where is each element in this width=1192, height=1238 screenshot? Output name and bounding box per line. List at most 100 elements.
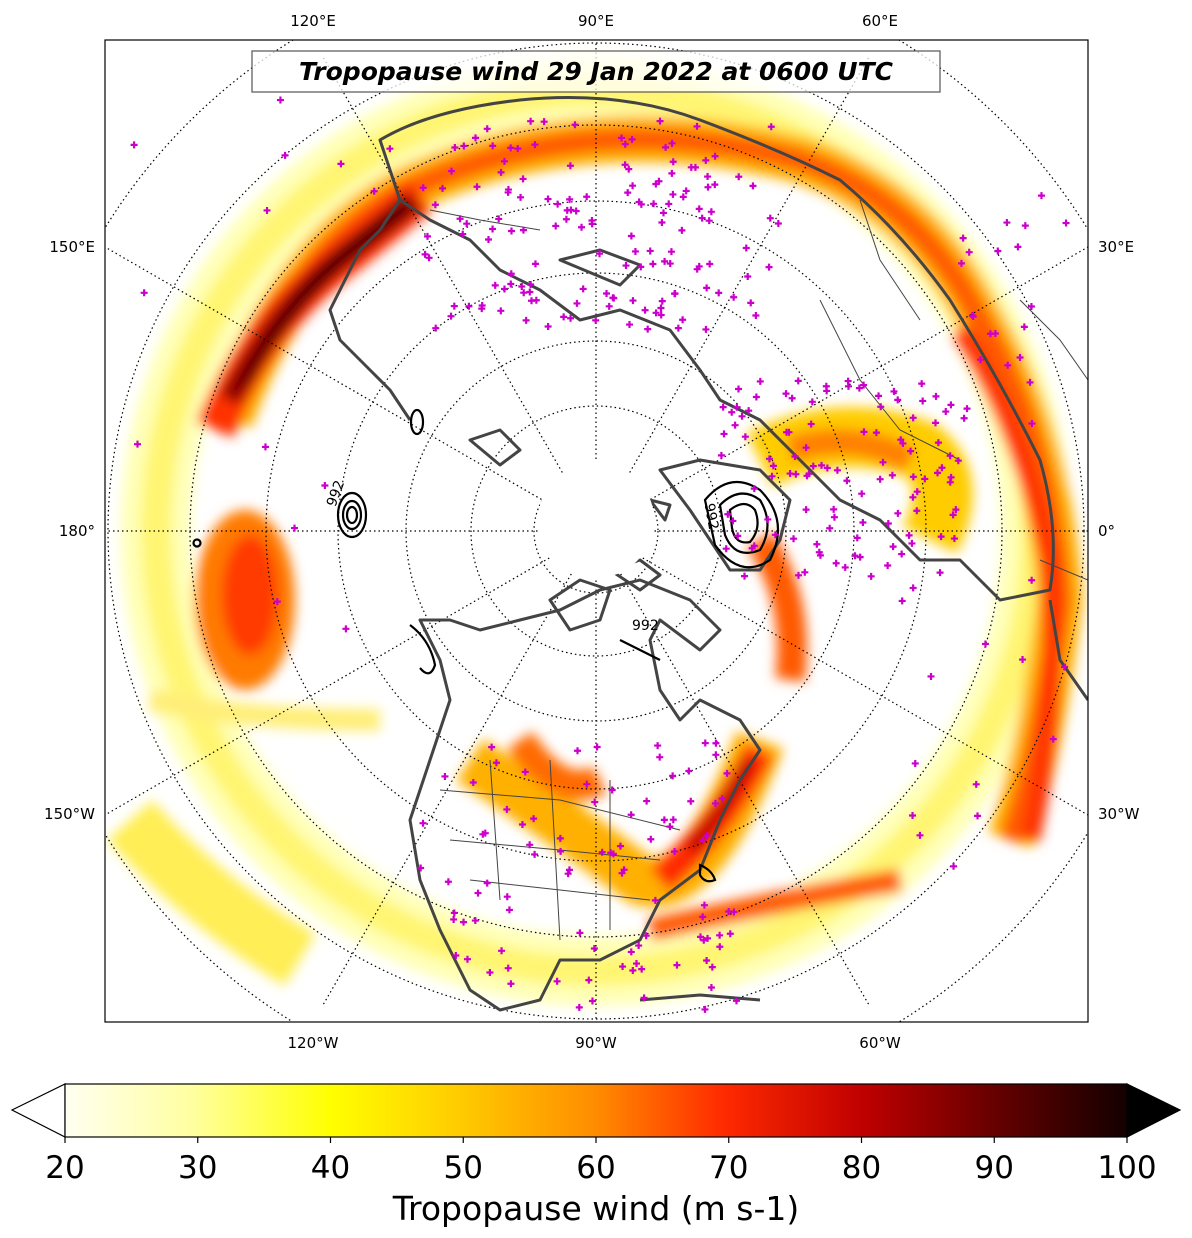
station-marker xyxy=(627,948,635,956)
station-marker xyxy=(575,1003,583,1011)
station-marker xyxy=(1028,576,1036,584)
station-marker xyxy=(522,316,530,324)
station-marker xyxy=(756,377,764,385)
station-marker xyxy=(731,421,739,429)
station-marker xyxy=(744,272,752,280)
station-marker xyxy=(822,382,830,390)
station-marker xyxy=(386,145,394,153)
station-marker xyxy=(567,314,575,322)
colorbar-tick-label: 20 xyxy=(45,1150,84,1186)
station-marker xyxy=(668,139,676,147)
station-marker xyxy=(879,458,887,466)
station-marker xyxy=(708,963,716,971)
station-marker xyxy=(722,545,730,553)
station-marker xyxy=(932,419,940,427)
graticule xyxy=(105,40,1088,1022)
station-marker xyxy=(654,742,662,750)
station-marker xyxy=(991,330,999,338)
station-marker xyxy=(730,293,738,301)
station-marker xyxy=(627,811,635,819)
station-marker xyxy=(460,142,468,150)
station-marker xyxy=(703,284,711,292)
station-marker xyxy=(624,189,632,197)
station-marker xyxy=(937,533,945,541)
station-marker xyxy=(805,470,813,478)
station-marker xyxy=(658,219,666,227)
station-marker xyxy=(566,195,574,203)
station-marker xyxy=(531,260,539,268)
station-marker xyxy=(909,473,917,481)
station-marker xyxy=(927,672,935,680)
station-marker xyxy=(994,247,1002,255)
station-marker xyxy=(695,205,703,213)
station-marker xyxy=(628,135,636,143)
station-marker xyxy=(291,524,299,532)
station-marker xyxy=(936,569,944,577)
station-marker xyxy=(734,532,742,540)
station-marker xyxy=(505,906,513,914)
station-marker xyxy=(660,816,668,824)
station-marker xyxy=(478,305,486,313)
station-marker xyxy=(592,316,600,324)
station-marker xyxy=(752,393,760,401)
station-marker xyxy=(590,944,598,952)
station-marker xyxy=(421,250,429,258)
station-marker xyxy=(890,387,898,395)
station-marker xyxy=(876,475,884,483)
station-marker xyxy=(638,965,646,973)
station-marker xyxy=(616,842,624,850)
station-marker xyxy=(972,780,980,788)
station-marker xyxy=(1026,378,1034,386)
colorbar-tick-label: 50 xyxy=(444,1150,483,1186)
station-marker xyxy=(823,464,831,472)
station-marker xyxy=(469,779,477,787)
station-marker xyxy=(729,517,737,525)
station-marker xyxy=(530,815,538,823)
station-marker xyxy=(715,289,723,297)
station-marker xyxy=(370,187,378,195)
station-marker xyxy=(504,188,512,196)
station-marker xyxy=(907,447,915,455)
station-marker xyxy=(679,193,687,201)
station-marker xyxy=(629,182,637,190)
contour-label-2: 992 xyxy=(701,502,721,531)
colorbar-extend-min xyxy=(10,1083,66,1138)
colorbar-tick-label: 30 xyxy=(178,1150,217,1186)
station-marker xyxy=(531,850,539,858)
station-marker xyxy=(514,145,522,153)
station-marker xyxy=(662,143,670,151)
station-marker xyxy=(712,751,720,759)
station-marker xyxy=(276,96,284,104)
station-marker xyxy=(485,235,493,243)
station-marker xyxy=(934,469,942,477)
station-marker xyxy=(629,966,637,974)
station-marker xyxy=(818,461,826,469)
station-marker xyxy=(1016,353,1024,361)
station-marker xyxy=(899,439,907,447)
station-marker xyxy=(1014,243,1022,251)
station-marker xyxy=(507,980,515,988)
station-marker xyxy=(508,227,516,235)
station-marker xyxy=(666,823,674,831)
station-marker xyxy=(807,420,815,428)
station-marker xyxy=(1049,735,1057,743)
station-marker xyxy=(557,847,565,855)
station-marker xyxy=(768,472,776,480)
station-marker xyxy=(974,812,982,820)
station-marker xyxy=(497,168,505,176)
station-marker xyxy=(647,835,655,843)
station-marker xyxy=(767,123,775,131)
station-marker xyxy=(554,200,562,208)
colorbar-extend-max xyxy=(1126,1083,1182,1138)
station-marker xyxy=(959,234,967,242)
station-marker xyxy=(140,289,148,297)
station-marker xyxy=(916,831,924,839)
station-marker xyxy=(625,165,633,173)
station-marker xyxy=(640,994,648,1002)
station-marker xyxy=(741,433,749,441)
station-marker xyxy=(573,299,581,307)
station-marker xyxy=(671,847,679,855)
station-marker xyxy=(877,403,885,411)
station-marker xyxy=(898,597,906,605)
station-marker xyxy=(934,439,942,447)
